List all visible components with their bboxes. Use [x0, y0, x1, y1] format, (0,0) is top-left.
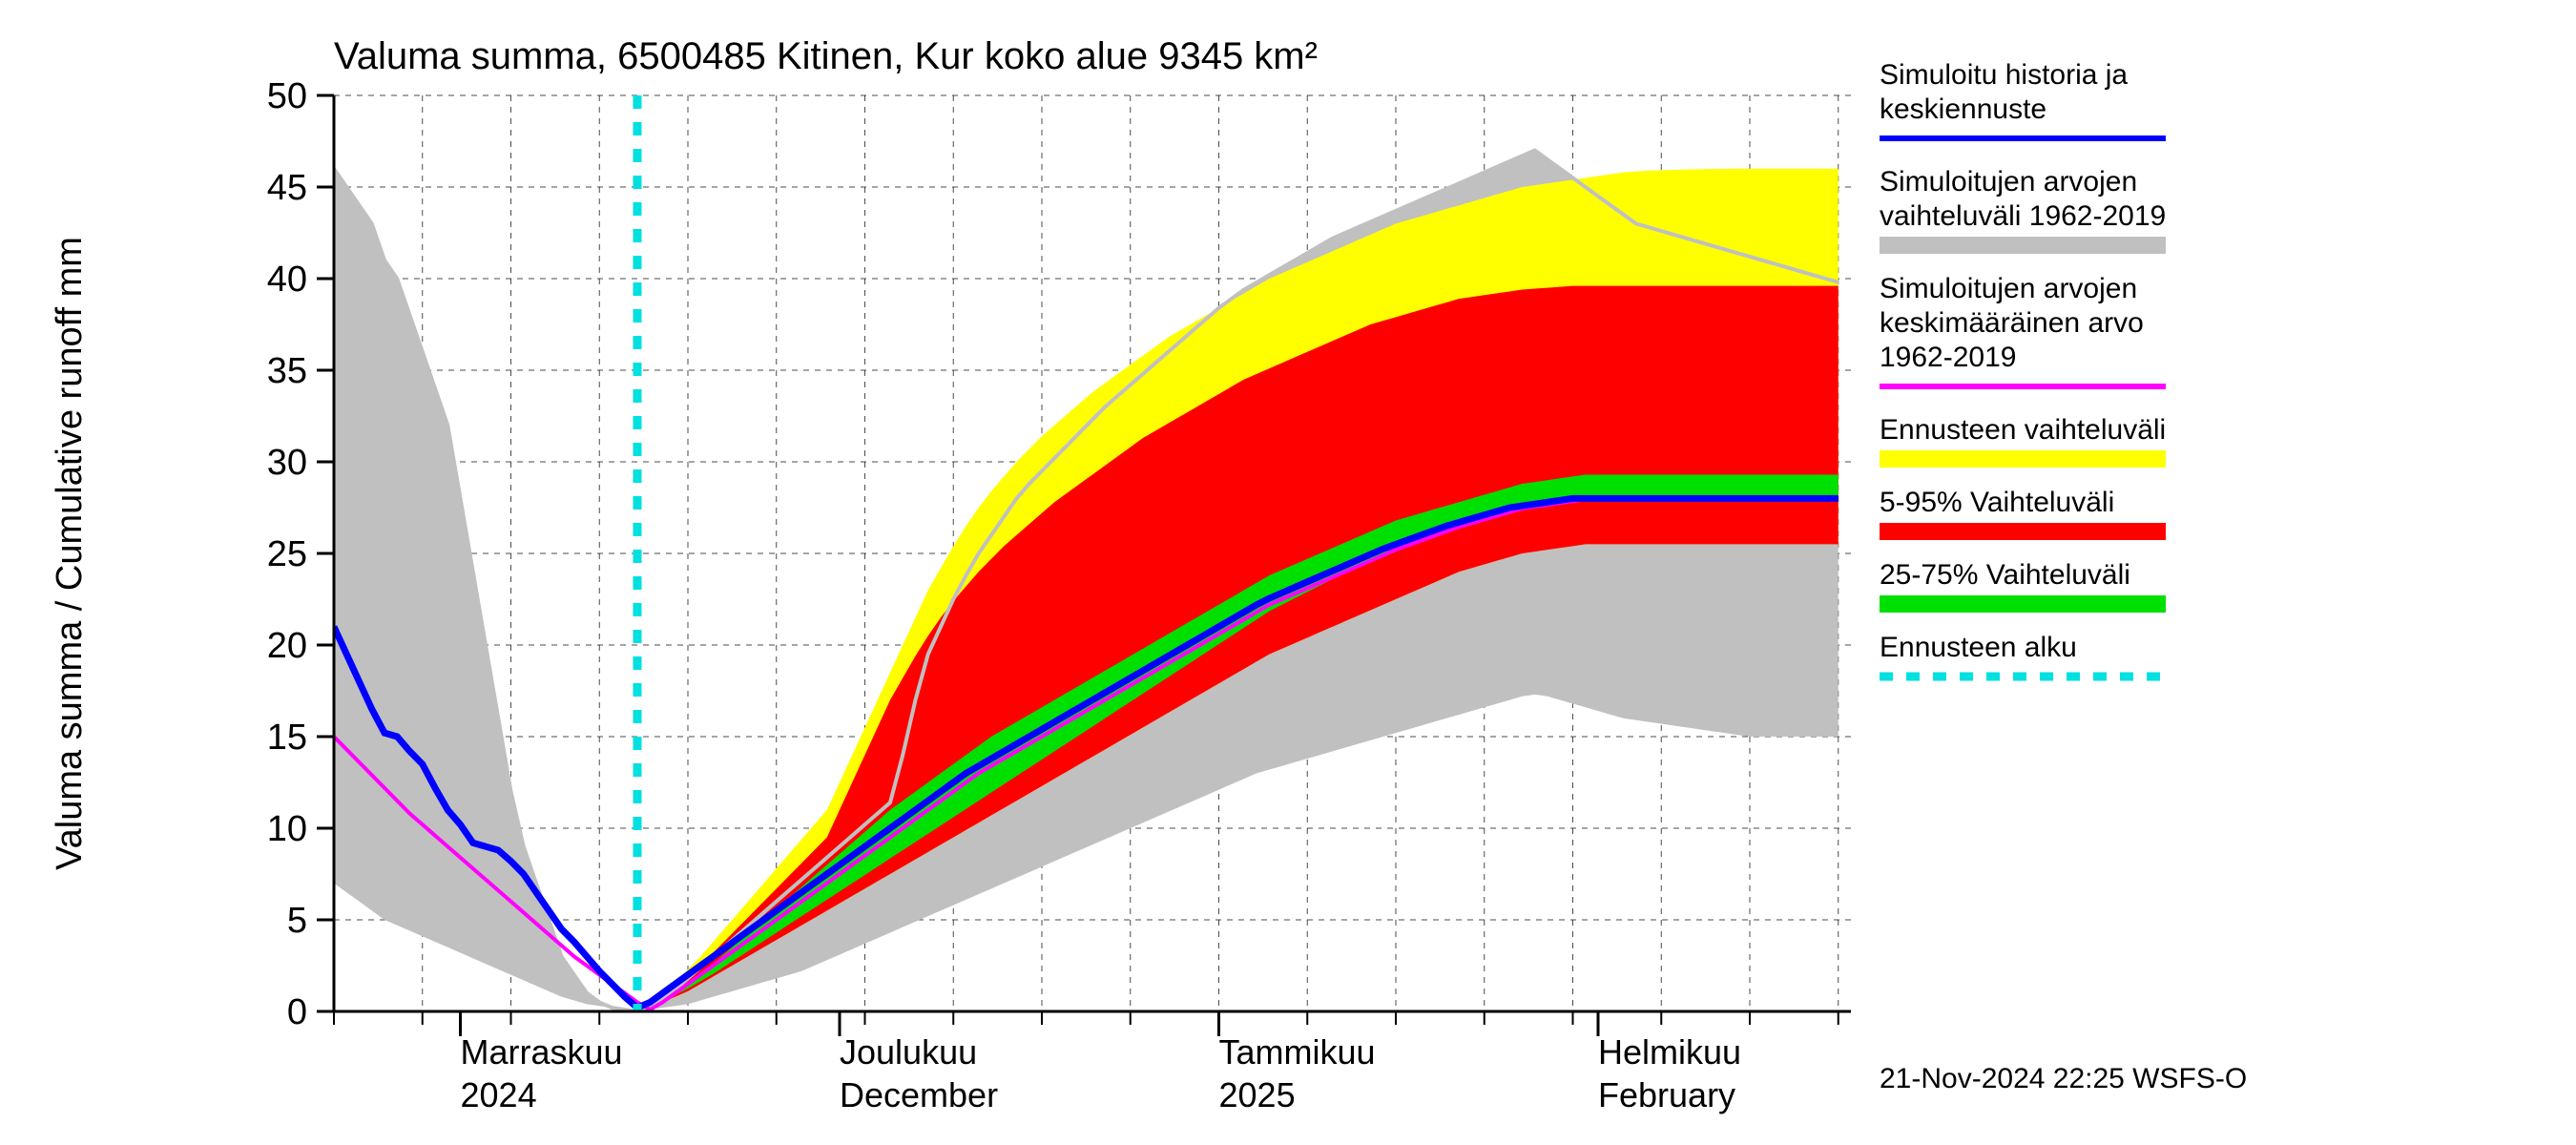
plot-area — [334, 95, 1839, 1011]
legend-swatch — [1880, 450, 2166, 468]
legend-swatch — [1880, 237, 2166, 254]
x-month-label-bottom: 2024 — [461, 1075, 537, 1114]
y-tick-label: 20 — [267, 626, 307, 666]
legend-swatch — [1880, 523, 2166, 540]
y-tick-label: 45 — [267, 168, 307, 208]
y-tick-label: 5 — [287, 901, 307, 941]
x-month-label-bottom: 2025 — [1219, 1075, 1296, 1114]
x-month-label-top: Marraskuu — [461, 1032, 623, 1072]
y-axis-label: Valuma summa / Cumulative runoff mm — [50, 237, 90, 870]
legend-label: Simuloitujen arvojen — [1880, 166, 2137, 198]
legend-label: Ennusteen vaihteluväli — [1880, 414, 2166, 446]
x-month-label-top: Joulukuu — [840, 1032, 977, 1072]
y-tick-label: 30 — [267, 443, 307, 483]
legend-label: keskiennuste — [1880, 94, 2046, 125]
legend-label: Simuloitu historia ja — [1880, 59, 2128, 91]
footer-timestamp: 21-Nov-2024 22:25 WSFS-O — [1880, 1063, 2247, 1094]
y-tick-label: 0 — [287, 992, 307, 1032]
y-tick-label: 40 — [267, 260, 307, 300]
y-tick-label: 15 — [267, 718, 307, 758]
x-month-label-top: Helmikuu — [1598, 1032, 1741, 1072]
legend-label: keskimääräinen arvo — [1880, 307, 2144, 339]
legend: Simuloitu historia jakeskiennuste Simuloi… — [1880, 59, 2166, 677]
chart-title: Valuma summa, 6500485 Kitinen, Kur koko … — [334, 35, 1318, 77]
legend-label: Ennusteen alku — [1880, 632, 2077, 663]
x-month-label-bottom: February — [1598, 1075, 1735, 1114]
y-tick-label: 35 — [267, 351, 307, 391]
legend-swatch — [1880, 595, 2166, 613]
legend-label: 25-75% Vaihteluväli — [1880, 559, 2130, 591]
y-tick-label: 50 — [267, 76, 307, 116]
x-month-label-top: Tammikuu — [1219, 1032, 1376, 1072]
legend-label: 1962-2019 — [1880, 342, 2016, 373]
legend-label: vaihteluväli 1962-2019 — [1880, 200, 2166, 232]
y-tick-label: 10 — [267, 809, 307, 849]
legend-label: Simuloitujen arvojen — [1880, 273, 2137, 304]
chart-svg: 05101520253035404550Marraskuu2024Jouluku… — [0, 0, 2576, 1145]
legend-label: 5-95% Vaihteluväli — [1880, 487, 2114, 518]
chart-root: 05101520253035404550Marraskuu2024Jouluku… — [0, 0, 2576, 1145]
y-tick-label: 25 — [267, 534, 307, 574]
legend-swatch — [1880, 384, 2166, 389]
x-month-label-bottom: December — [840, 1075, 998, 1114]
legend-swatch — [1880, 135, 2166, 141]
